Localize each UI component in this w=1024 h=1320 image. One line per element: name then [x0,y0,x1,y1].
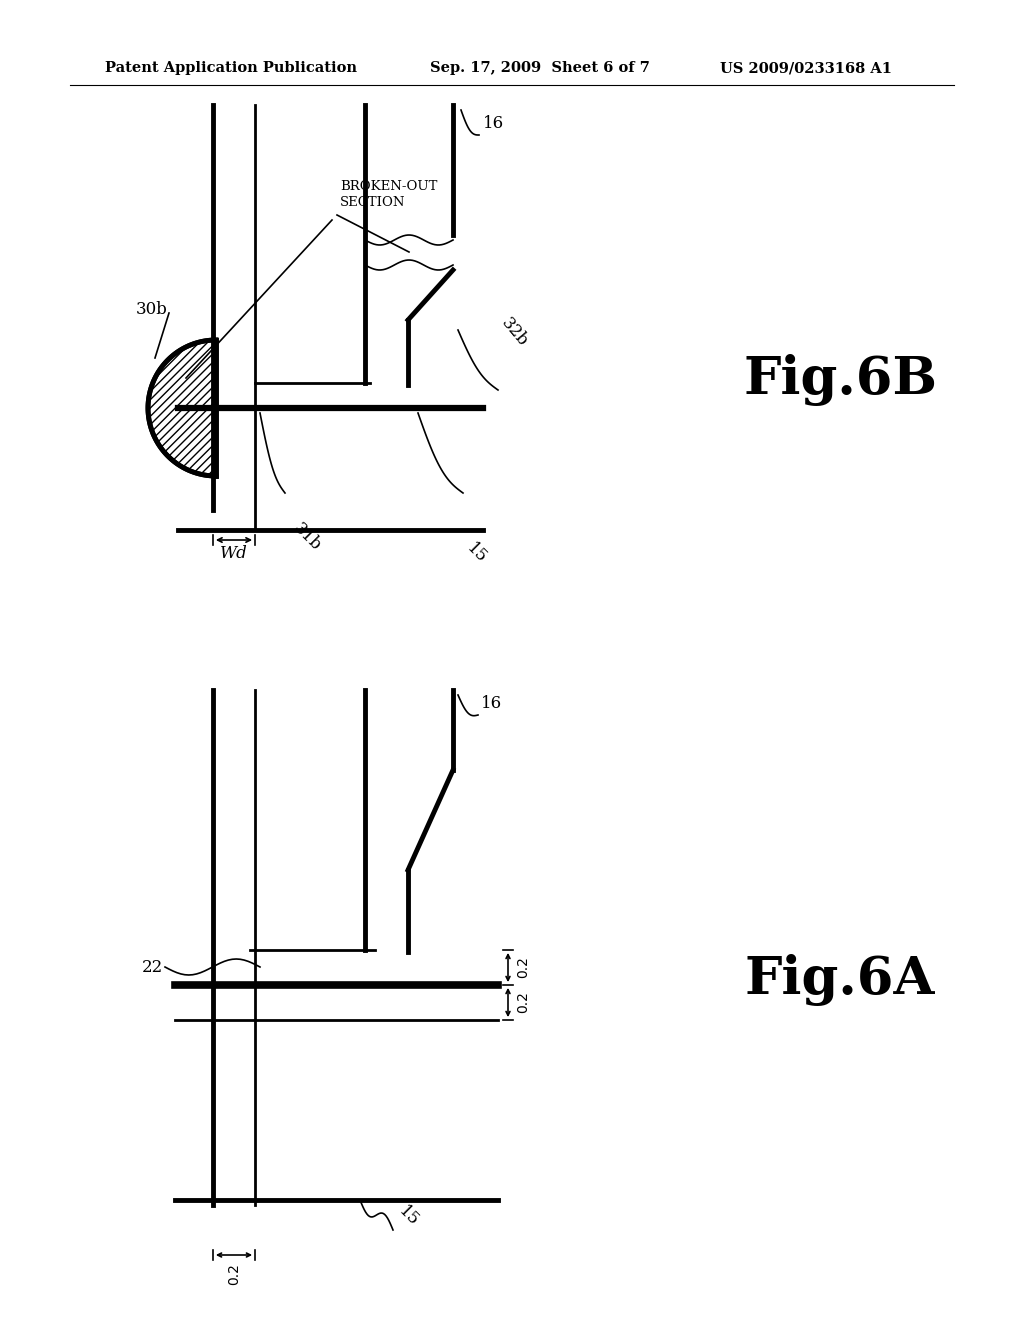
Text: Patent Application Publication: Patent Application Publication [105,61,357,75]
Text: Fig.6B: Fig.6B [743,354,937,407]
Text: 0.2: 0.2 [227,1263,241,1284]
Text: 30b: 30b [136,301,168,318]
Text: Sep. 17, 2009  Sheet 6 of 7: Sep. 17, 2009 Sheet 6 of 7 [430,61,650,75]
Text: Fig.6A: Fig.6A [744,954,935,1006]
Text: 15: 15 [463,540,489,568]
Text: 16: 16 [481,696,502,711]
Text: 0.2: 0.2 [516,991,530,1012]
Polygon shape [148,341,216,477]
Text: 22: 22 [141,958,163,975]
Text: Wd: Wd [220,545,248,562]
Text: 0.2: 0.2 [516,956,530,978]
Text: 31b: 31b [290,520,325,554]
Text: BROKEN-OUT
SECTION: BROKEN-OUT SECTION [340,181,437,210]
Text: 16: 16 [483,115,504,132]
Text: 32b: 32b [498,314,531,350]
Text: US 2009/0233168 A1: US 2009/0233168 A1 [720,61,892,75]
Text: 15: 15 [395,1203,422,1230]
